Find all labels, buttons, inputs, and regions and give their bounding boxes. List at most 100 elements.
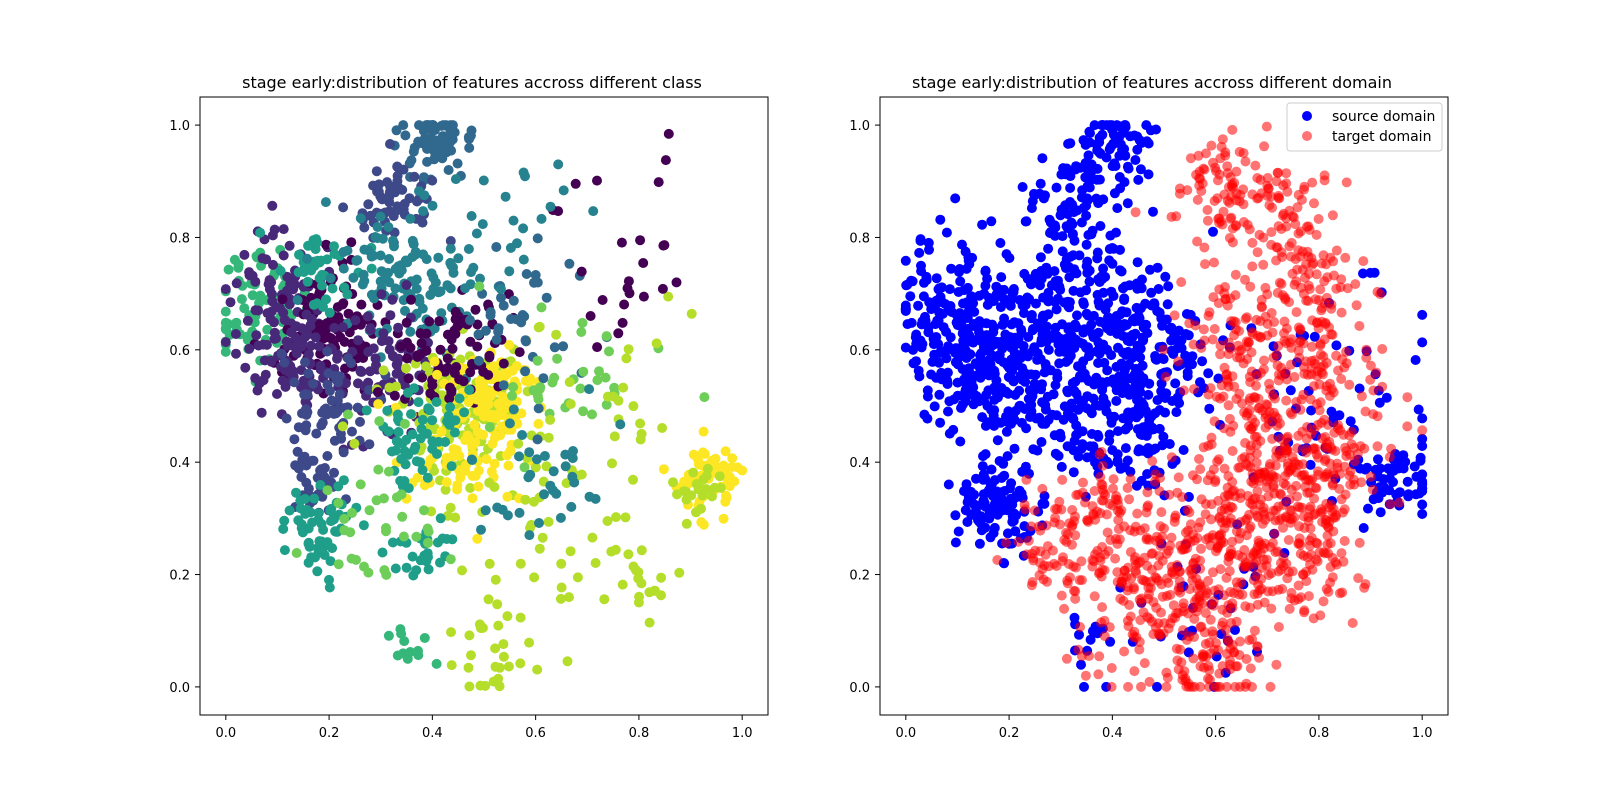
target-domain-point xyxy=(1323,586,1334,597)
target-domain-point xyxy=(1266,568,1277,579)
target-domain-point xyxy=(1267,433,1278,444)
source-domain-point xyxy=(1066,398,1077,409)
target-domain-point xyxy=(1296,394,1307,405)
class-point xyxy=(396,341,406,352)
class-point xyxy=(220,317,231,328)
target-domain-point xyxy=(1354,321,1365,331)
class-point xyxy=(443,410,454,421)
target-domain-point xyxy=(1234,533,1245,544)
class-point xyxy=(699,392,710,403)
target-domain-point xyxy=(1199,242,1210,253)
target-domain-point xyxy=(1122,483,1133,493)
target-domain-point xyxy=(1263,586,1273,597)
class-point xyxy=(607,458,617,469)
class-point xyxy=(558,185,569,196)
source-domain-point xyxy=(973,360,983,371)
class-plot-frame xyxy=(199,96,769,716)
class-point xyxy=(446,461,457,472)
source-domain-point xyxy=(1131,302,1142,313)
class-point xyxy=(487,438,498,449)
class-point xyxy=(493,673,504,684)
target-domain-point xyxy=(1037,483,1048,494)
target-domain-point xyxy=(1273,622,1284,632)
target-domain-point xyxy=(1089,486,1100,496)
target-domain-point xyxy=(1021,474,1032,485)
target-domain-point xyxy=(1139,523,1150,534)
target-domain-point xyxy=(1245,440,1256,451)
target-domain-point xyxy=(1247,261,1258,272)
source-domain-point xyxy=(950,537,961,548)
source-domain-point xyxy=(1108,243,1119,254)
class-point xyxy=(564,258,575,269)
class-point xyxy=(391,125,402,136)
source-domain-point xyxy=(1059,346,1070,357)
target-domain-point xyxy=(1200,509,1211,520)
source-domain-point xyxy=(1082,256,1093,267)
source-domain-point xyxy=(1153,284,1164,294)
class-point xyxy=(301,409,312,420)
target-domain-point xyxy=(1194,454,1204,464)
target-domain-point xyxy=(1365,471,1376,482)
class-point xyxy=(258,375,269,386)
target-domain-point xyxy=(1212,193,1223,204)
target-domain-point xyxy=(1299,523,1310,533)
class-point xyxy=(322,537,333,548)
class-point xyxy=(355,213,366,224)
source-domain-point xyxy=(955,436,966,447)
target-domain-point xyxy=(1305,501,1316,512)
class-point xyxy=(560,461,571,472)
target-domain-point xyxy=(1365,374,1376,385)
class-point xyxy=(623,549,634,560)
source-domain-point xyxy=(1067,412,1078,423)
target-domain-point xyxy=(1223,400,1234,411)
target-domain-point xyxy=(1209,324,1220,334)
source-domain-point xyxy=(1122,161,1133,172)
class-point xyxy=(308,378,319,389)
target-domain-point xyxy=(1187,568,1197,579)
target-domain-point xyxy=(1213,645,1224,656)
target-domain-point xyxy=(1309,493,1320,504)
source-domain-point xyxy=(1084,276,1095,287)
target-domain-point xyxy=(1195,464,1206,475)
source-domain-point xyxy=(940,299,951,310)
source-domain-point xyxy=(1065,197,1075,207)
class-point xyxy=(223,264,234,275)
target-domain-point xyxy=(1221,518,1232,528)
target-domain-point xyxy=(1193,522,1204,533)
source-domain-point xyxy=(950,510,961,521)
source-domain-point xyxy=(1158,431,1169,442)
class-point xyxy=(390,206,401,217)
class-point xyxy=(383,222,394,232)
target-domain-point xyxy=(1087,501,1098,512)
source-domain-point xyxy=(1056,169,1067,180)
target-domain-point xyxy=(1070,593,1081,604)
class-point xyxy=(567,453,578,464)
class-point xyxy=(324,582,335,593)
source-domain-point xyxy=(915,235,926,246)
source-domain-point xyxy=(942,367,953,378)
class-point xyxy=(303,368,314,379)
class-point xyxy=(397,511,408,522)
source-domain-point xyxy=(1084,349,1095,360)
source-domain-point xyxy=(1345,416,1356,427)
target-domain-point xyxy=(1284,241,1295,252)
target-domain-point xyxy=(1176,657,1187,668)
class-point xyxy=(489,458,500,469)
target-domain-point xyxy=(1176,277,1187,288)
source-domain-point xyxy=(1127,352,1138,363)
source-domain-point xyxy=(969,489,980,500)
class-point xyxy=(622,283,633,294)
class-point xyxy=(388,235,398,246)
class-point xyxy=(514,451,524,462)
class-point xyxy=(454,465,465,476)
target-domain-point xyxy=(1139,658,1150,669)
target-domain-point xyxy=(1317,506,1328,517)
target-domain-point xyxy=(1308,258,1319,269)
class-point xyxy=(369,293,380,304)
target-domain-point xyxy=(1167,613,1178,624)
source-domain-point xyxy=(1071,430,1082,440)
class-point xyxy=(493,398,504,409)
source-domain-point xyxy=(1065,138,1076,149)
class-point xyxy=(484,422,495,433)
class-point xyxy=(339,336,350,347)
